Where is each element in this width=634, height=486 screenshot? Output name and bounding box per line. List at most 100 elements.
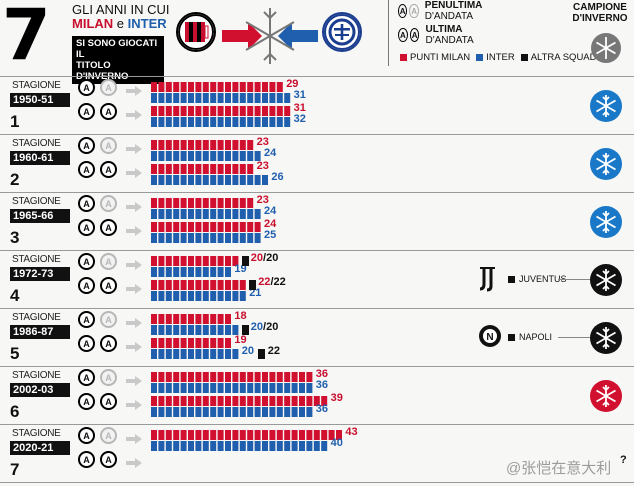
- season-label: STAGIONE: [12, 428, 61, 439]
- svg-text:N: N: [486, 332, 493, 343]
- arrow-icon: [126, 373, 142, 386]
- milan-value: 39: [330, 392, 343, 404]
- arrow-icon: [126, 281, 142, 294]
- badge-a-icon: A: [78, 79, 95, 96]
- badge-a-icon: A: [78, 369, 95, 386]
- legend-penultima: A A PENULTIMA D'ANDATA: [398, 0, 492, 22]
- season-year: 1965-66: [10, 209, 70, 223]
- big-number: 7: [2, 0, 51, 76]
- champion-header-line1: CAMPIONE: [573, 2, 627, 13]
- milan-bar: [151, 277, 247, 290]
- milan-logo-icon: [176, 12, 216, 52]
- other-champion-icon: [590, 264, 622, 296]
- headline-team-milan: MILAN: [72, 16, 114, 31]
- badge-a-grey-icon: A: [100, 253, 117, 270]
- inter-bar: [151, 264, 232, 277]
- red-arrow-icon: [222, 22, 262, 50]
- legend-ultima: A A ULTIMA D'ANDATA: [398, 24, 482, 46]
- unknown-value: ?: [620, 454, 627, 466]
- badge-a-grey-icon: A: [100, 79, 117, 96]
- badge-a-icon: A: [78, 427, 95, 444]
- milan-value: 23: [256, 194, 269, 206]
- inter-value: 20/20: [251, 322, 279, 333]
- champion-header: CAMPIONE D'INVERNO: [570, 2, 630, 24]
- badge-a-icon: A: [78, 311, 95, 328]
- season-index: 2: [10, 170, 20, 189]
- badge-a-icon: A: [100, 219, 117, 236]
- inter-champion-icon: [590, 148, 622, 180]
- row-separator: [0, 134, 634, 135]
- season-index: 5: [10, 344, 20, 363]
- winner-club-label: NAPOLI: [508, 332, 552, 342]
- arrow-icon: [126, 257, 142, 270]
- season-year: 1972-73: [10, 267, 70, 281]
- inter-value: 31: [293, 89, 306, 101]
- row-separator: [0, 250, 634, 251]
- other-bar: [257, 346, 266, 359]
- club-logo-icon: [478, 266, 498, 297]
- milan-value: 23: [256, 160, 269, 172]
- arrow-icon: [126, 165, 142, 178]
- inter-bar: [151, 90, 292, 103]
- inter-bar: [151, 230, 262, 243]
- row-separator: [0, 424, 634, 425]
- arrow-icon: [126, 431, 142, 444]
- badge-a-grey-icon: A: [409, 4, 419, 18]
- other-value-part: /20: [263, 321, 279, 333]
- inter-value: 36: [315, 403, 329, 415]
- headline-line2: MILAN e INTER: [72, 17, 167, 31]
- season-year: 2002-03: [10, 383, 70, 397]
- milan-bar: [151, 311, 232, 324]
- milan-value: 22/22: [258, 277, 286, 288]
- headline-conjunction: e: [116, 16, 125, 31]
- other-swatch: [508, 275, 515, 283]
- season-index: 6: [10, 402, 20, 421]
- row-separator: [0, 482, 634, 483]
- headline-box-line1: SI SONO GIOCATI IL: [76, 38, 158, 60]
- inter-swatch: [476, 54, 484, 61]
- champion-snowflake-icon: [591, 33, 621, 63]
- inter-bar: [151, 206, 262, 219]
- other-champion-icon: [590, 322, 622, 354]
- season-year: 2020-21: [10, 441, 70, 455]
- season-label: STAGIONE: [12, 312, 61, 323]
- milan-value: 43: [345, 426, 358, 438]
- badge-a-grey-icon: A: [100, 369, 117, 386]
- connector-line: [558, 279, 590, 280]
- row-separator: [0, 366, 634, 367]
- milan-bar: [151, 253, 240, 266]
- inter-bar: [151, 288, 247, 301]
- inter-value: 25: [264, 229, 277, 241]
- badge-a-icon: A: [100, 451, 117, 468]
- badge-a-icon: A: [78, 137, 95, 154]
- milan-bar: [151, 427, 343, 440]
- season-label: STAGIONE: [12, 254, 61, 265]
- inter-bar: [151, 148, 262, 161]
- other-swatch: [520, 54, 528, 61]
- season-index: 3: [10, 228, 20, 247]
- badge-a-icon: A: [78, 219, 95, 236]
- color-legend: PUNTI MILAN INTER ALTRA SQUADRA: [400, 52, 610, 63]
- row-separator: [0, 308, 634, 309]
- vs-graphic: [222, 8, 318, 64]
- milan-bar: [151, 219, 262, 232]
- arrow-icon: [126, 107, 142, 120]
- milan-bar: [151, 79, 284, 92]
- legend-penultima-suffix: D'ANDATA: [424, 11, 473, 22]
- milan-value-part: 22: [258, 276, 271, 288]
- milan-champion-icon: [590, 380, 622, 412]
- legend-ultima-suffix: D'ANDATA: [425, 35, 474, 46]
- milan-bar: [151, 103, 292, 116]
- arrow-icon: [126, 315, 142, 328]
- champion-header-line2: D'INVERNO: [572, 13, 628, 24]
- season-year: 1950-51: [10, 93, 70, 107]
- inter-bar: [151, 380, 314, 393]
- season-label: STAGIONE: [12, 80, 61, 91]
- winner-club-label: JUVENTUS: [508, 274, 567, 284]
- inter-value: 26: [271, 171, 284, 183]
- arrow-icon: [126, 223, 142, 236]
- badge-a-icon: A: [78, 393, 95, 410]
- other-swatch: [508, 333, 515, 341]
- milan-swatch: [400, 54, 407, 61]
- season-year: 1960-61: [10, 151, 70, 165]
